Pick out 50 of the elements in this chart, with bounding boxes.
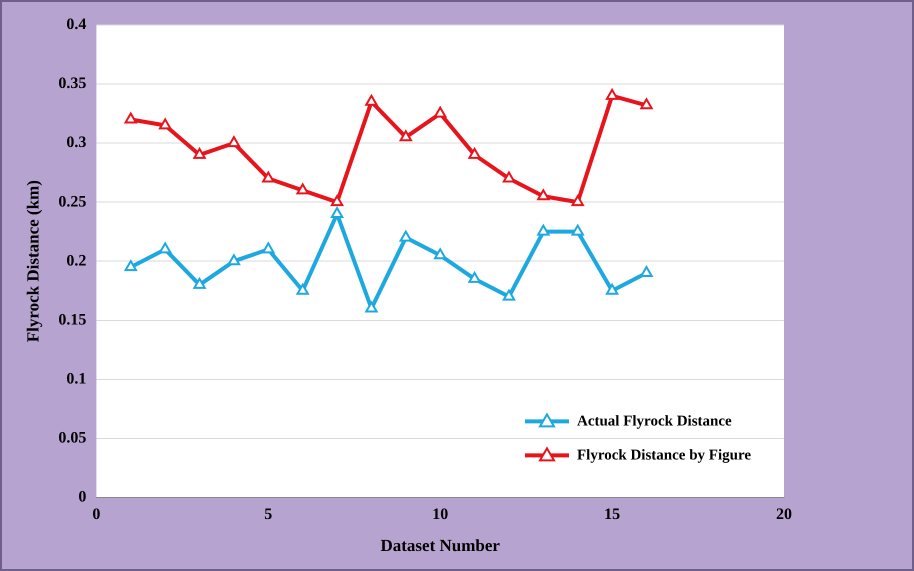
point bbox=[262, 242, 274, 254]
point bbox=[158, 118, 172, 130]
point bbox=[262, 172, 274, 183]
point bbox=[228, 254, 240, 266]
y-tick-label: 0.1 bbox=[66, 370, 86, 388]
point bbox=[365, 94, 378, 106]
point bbox=[296, 183, 309, 194]
point bbox=[193, 148, 206, 159]
point bbox=[158, 242, 172, 254]
x-tick-label: 20 bbox=[776, 506, 792, 524]
legend-label: Actual Flyrock Distance bbox=[576, 413, 732, 430]
point bbox=[400, 130, 412, 142]
point bbox=[434, 248, 446, 260]
point bbox=[537, 189, 550, 200]
point bbox=[468, 148, 481, 159]
legend-label: Flyrock Distance by Figure bbox=[576, 447, 752, 464]
point bbox=[330, 195, 344, 206]
point bbox=[640, 98, 653, 110]
point bbox=[193, 278, 206, 289]
point bbox=[124, 112, 137, 124]
point bbox=[606, 284, 618, 295]
point bbox=[365, 301, 378, 312]
x-tick-label: 15 bbox=[604, 506, 620, 524]
x-tick-label: 5 bbox=[264, 506, 272, 524]
point bbox=[502, 172, 516, 183]
point bbox=[537, 224, 550, 236]
point bbox=[228, 136, 240, 148]
point bbox=[124, 260, 137, 272]
point bbox=[502, 290, 516, 301]
point bbox=[400, 230, 412, 242]
point bbox=[296, 284, 309, 295]
point bbox=[468, 272, 481, 283]
point bbox=[606, 88, 618, 100]
y-axis-title: Flyrock Distance (km) bbox=[24, 180, 43, 342]
y-tick-label: 0.3 bbox=[66, 134, 86, 152]
x-tick-label: 10 bbox=[432, 506, 448, 524]
point bbox=[330, 206, 344, 218]
y-tick-label: 0.35 bbox=[58, 75, 86, 92]
y-tick-label: 0.2 bbox=[66, 252, 86, 270]
y-tick-label: 0.15 bbox=[58, 311, 86, 328]
y-tick-label: 0.4 bbox=[66, 16, 86, 34]
y-tick-label: 0.05 bbox=[58, 429, 86, 446]
point bbox=[572, 224, 584, 236]
point bbox=[640, 266, 653, 278]
y-tick-label: 0 bbox=[78, 488, 86, 506]
point bbox=[434, 106, 446, 118]
y-tick-label: 0.25 bbox=[58, 193, 86, 210]
x-tick-label: 0 bbox=[92, 506, 100, 524]
x-axis-title: Dataset Number bbox=[380, 536, 500, 556]
point bbox=[572, 195, 584, 206]
